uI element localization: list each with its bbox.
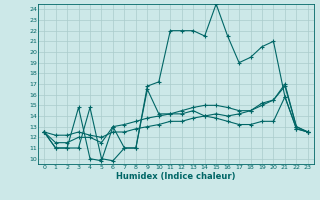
X-axis label: Humidex (Indice chaleur): Humidex (Indice chaleur) <box>116 172 236 181</box>
